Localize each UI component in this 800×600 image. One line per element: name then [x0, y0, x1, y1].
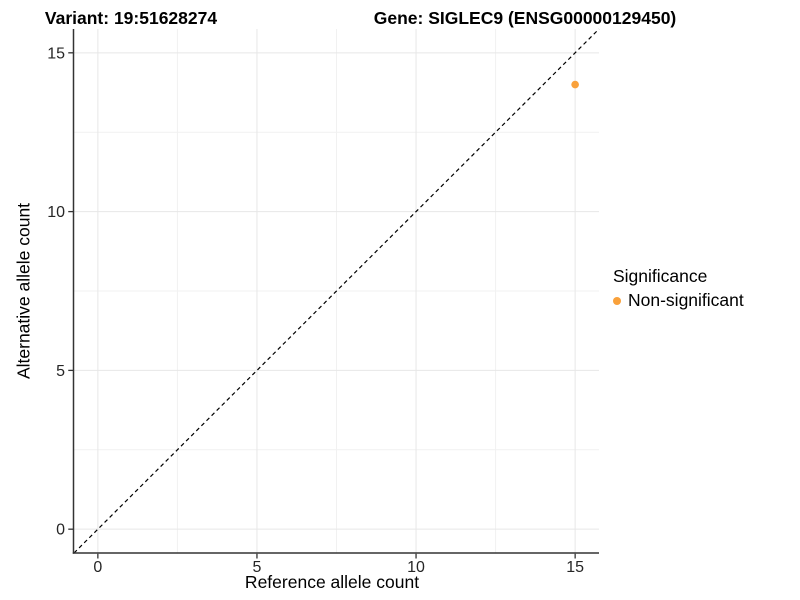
x-axis-label: Reference allele count: [244, 572, 420, 592]
svg-text:10: 10: [47, 204, 65, 221]
svg-text:15: 15: [47, 45, 65, 62]
legend-title: Significance: [613, 266, 708, 286]
svg-text:5: 5: [253, 559, 262, 576]
plot-title-gene: Gene: SIGLEC9 (ENSG00000129450): [373, 8, 677, 28]
svg-text:0: 0: [93, 559, 102, 576]
svg-text:10: 10: [407, 559, 425, 576]
svg-text:0: 0: [56, 522, 65, 539]
legend-point-icon: [613, 296, 621, 305]
y-axis-label: Alternative allele count: [13, 202, 34, 380]
svg-text:5: 5: [56, 363, 65, 380]
legend-entry-non-significant: Non-significant: [613, 290, 744, 311]
plot-title-variant: Variant: 19:51628274: [44, 8, 218, 28]
legend-entry-label: Non-significant: [628, 290, 744, 310]
svg-text:15: 15: [566, 559, 584, 576]
legend: Significance Non-significant: [613, 266, 744, 311]
